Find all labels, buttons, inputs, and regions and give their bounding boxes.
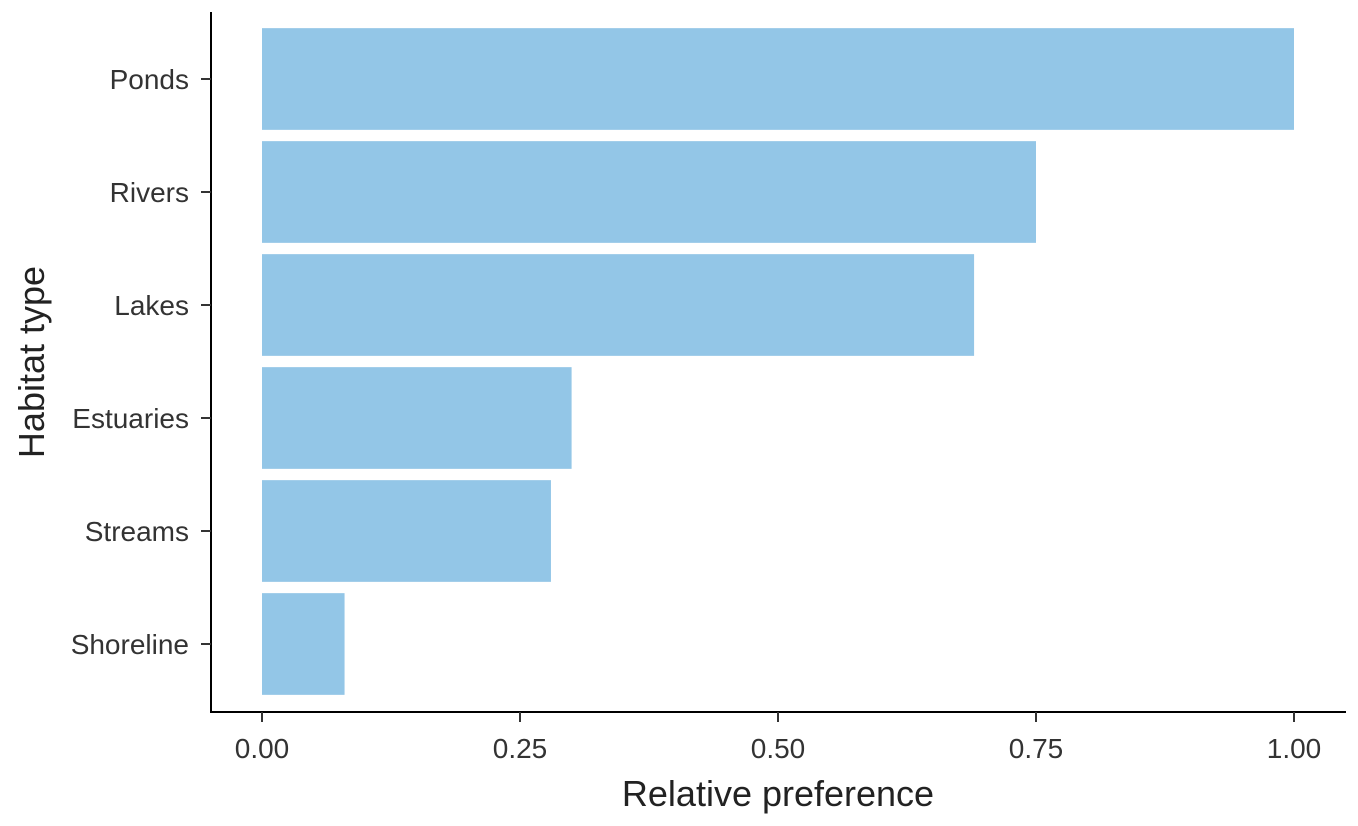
y-axis-title: Habitat type (11, 266, 52, 458)
ticks-layer: Ponds Rivers Lakes Estuaries Streams Shorelin… (71, 64, 1322, 764)
y-tick-label: Estuaries (72, 403, 189, 434)
x-tick-label: 0.25 (493, 733, 548, 764)
bar-estuaries (262, 367, 572, 469)
y-tick-label: Streams (85, 516, 189, 547)
bar-shoreline (262, 593, 345, 695)
x-axis-title: Relative preference (622, 773, 934, 814)
y-tick-label: Ponds (110, 64, 189, 95)
x-tick-label: 0.00 (235, 733, 290, 764)
bar-lakes (262, 254, 975, 356)
bar-rivers (262, 141, 1036, 243)
y-tick-label: Rivers (110, 177, 189, 208)
x-tick-label: 0.75 (1009, 733, 1064, 764)
bar-ponds (262, 28, 1294, 130)
x-tick-label: 0.50 (751, 733, 806, 764)
bar-streams (262, 480, 551, 582)
bars-layer (262, 28, 1294, 695)
y-tick-label: Lakes (114, 290, 189, 321)
y-tick-label: Shoreline (71, 629, 189, 660)
x-tick-label: 1.00 (1267, 733, 1322, 764)
